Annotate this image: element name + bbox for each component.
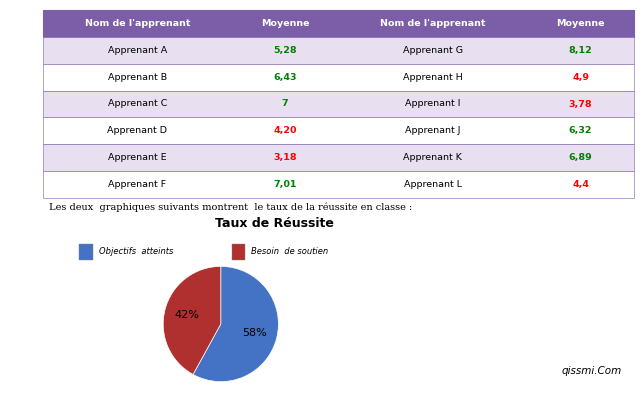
Text: Apprenant D: Apprenant D [108,126,167,135]
Text: NIVEEAU 1/2ᵉᴹᴹ ANNÉE PRIMAIRE: NIVEEAU 1/2ᵉᴹᴹ ANNÉE PRIMAIRE [10,127,19,273]
Text: Apprenant C: Apprenant C [108,100,167,108]
Text: Objectifs  atteints: Objectifs atteints [99,248,173,256]
Text: Apprenant G: Apprenant G [403,46,463,55]
Text: Moyenne: Moyenne [261,19,309,28]
FancyBboxPatch shape [43,118,634,144]
Text: 6,32: 6,32 [569,126,593,135]
Text: 5,28: 5,28 [273,46,297,55]
Text: Apprenant E: Apprenant E [108,153,166,162]
FancyBboxPatch shape [43,37,634,64]
Text: Apprenant J: Apprenant J [405,126,461,135]
Text: Apprenant L: Apprenant L [404,180,462,189]
Text: qissmi.Com: qissmi.Com [561,366,621,376]
Text: 6,43: 6,43 [273,73,297,82]
Text: 3,18: 3,18 [273,153,297,162]
Wedge shape [193,266,278,382]
Text: Nom de l'apprenant: Nom de l'apprenant [380,19,486,28]
Text: Apprenant B: Apprenant B [108,73,167,82]
Text: Apprenant I: Apprenant I [405,100,461,108]
Text: 7,01: 7,01 [273,180,297,189]
Text: 3,78: 3,78 [569,100,593,108]
FancyBboxPatch shape [43,64,634,90]
Text: 4,4: 4,4 [572,180,589,189]
Text: 4,9: 4,9 [572,73,589,82]
Text: Les deux  graphiques suivants montrent  le taux de la réussite en classe :: Les deux graphiques suivants montrent le… [49,202,412,212]
Text: Nom de l'apprenant: Nom de l'apprenant [84,19,190,28]
FancyBboxPatch shape [232,244,245,260]
Text: 8,12: 8,12 [569,46,593,55]
Text: 42%: 42% [175,310,200,320]
FancyBboxPatch shape [79,244,93,260]
Text: 6,89: 6,89 [569,153,593,162]
Text: 58%: 58% [242,328,267,338]
Text: Moyenne: Moyenne [556,19,605,28]
Text: Taux de Réussite: Taux de Réussite [215,217,334,230]
Wedge shape [163,266,221,374]
FancyBboxPatch shape [43,171,634,198]
FancyBboxPatch shape [43,90,634,118]
Text: Apprenant K: Apprenant K [403,153,462,162]
FancyBboxPatch shape [43,10,634,37]
Text: Apprenant H: Apprenant H [403,73,463,82]
Text: Apprenant A: Apprenant A [108,46,167,55]
Text: Apprenant F: Apprenant F [108,180,166,189]
Text: 4,20: 4,20 [273,126,297,135]
FancyBboxPatch shape [43,144,634,171]
Text: 7: 7 [282,100,289,108]
Text: Besoin  de soutien: Besoin de soutien [252,248,328,256]
